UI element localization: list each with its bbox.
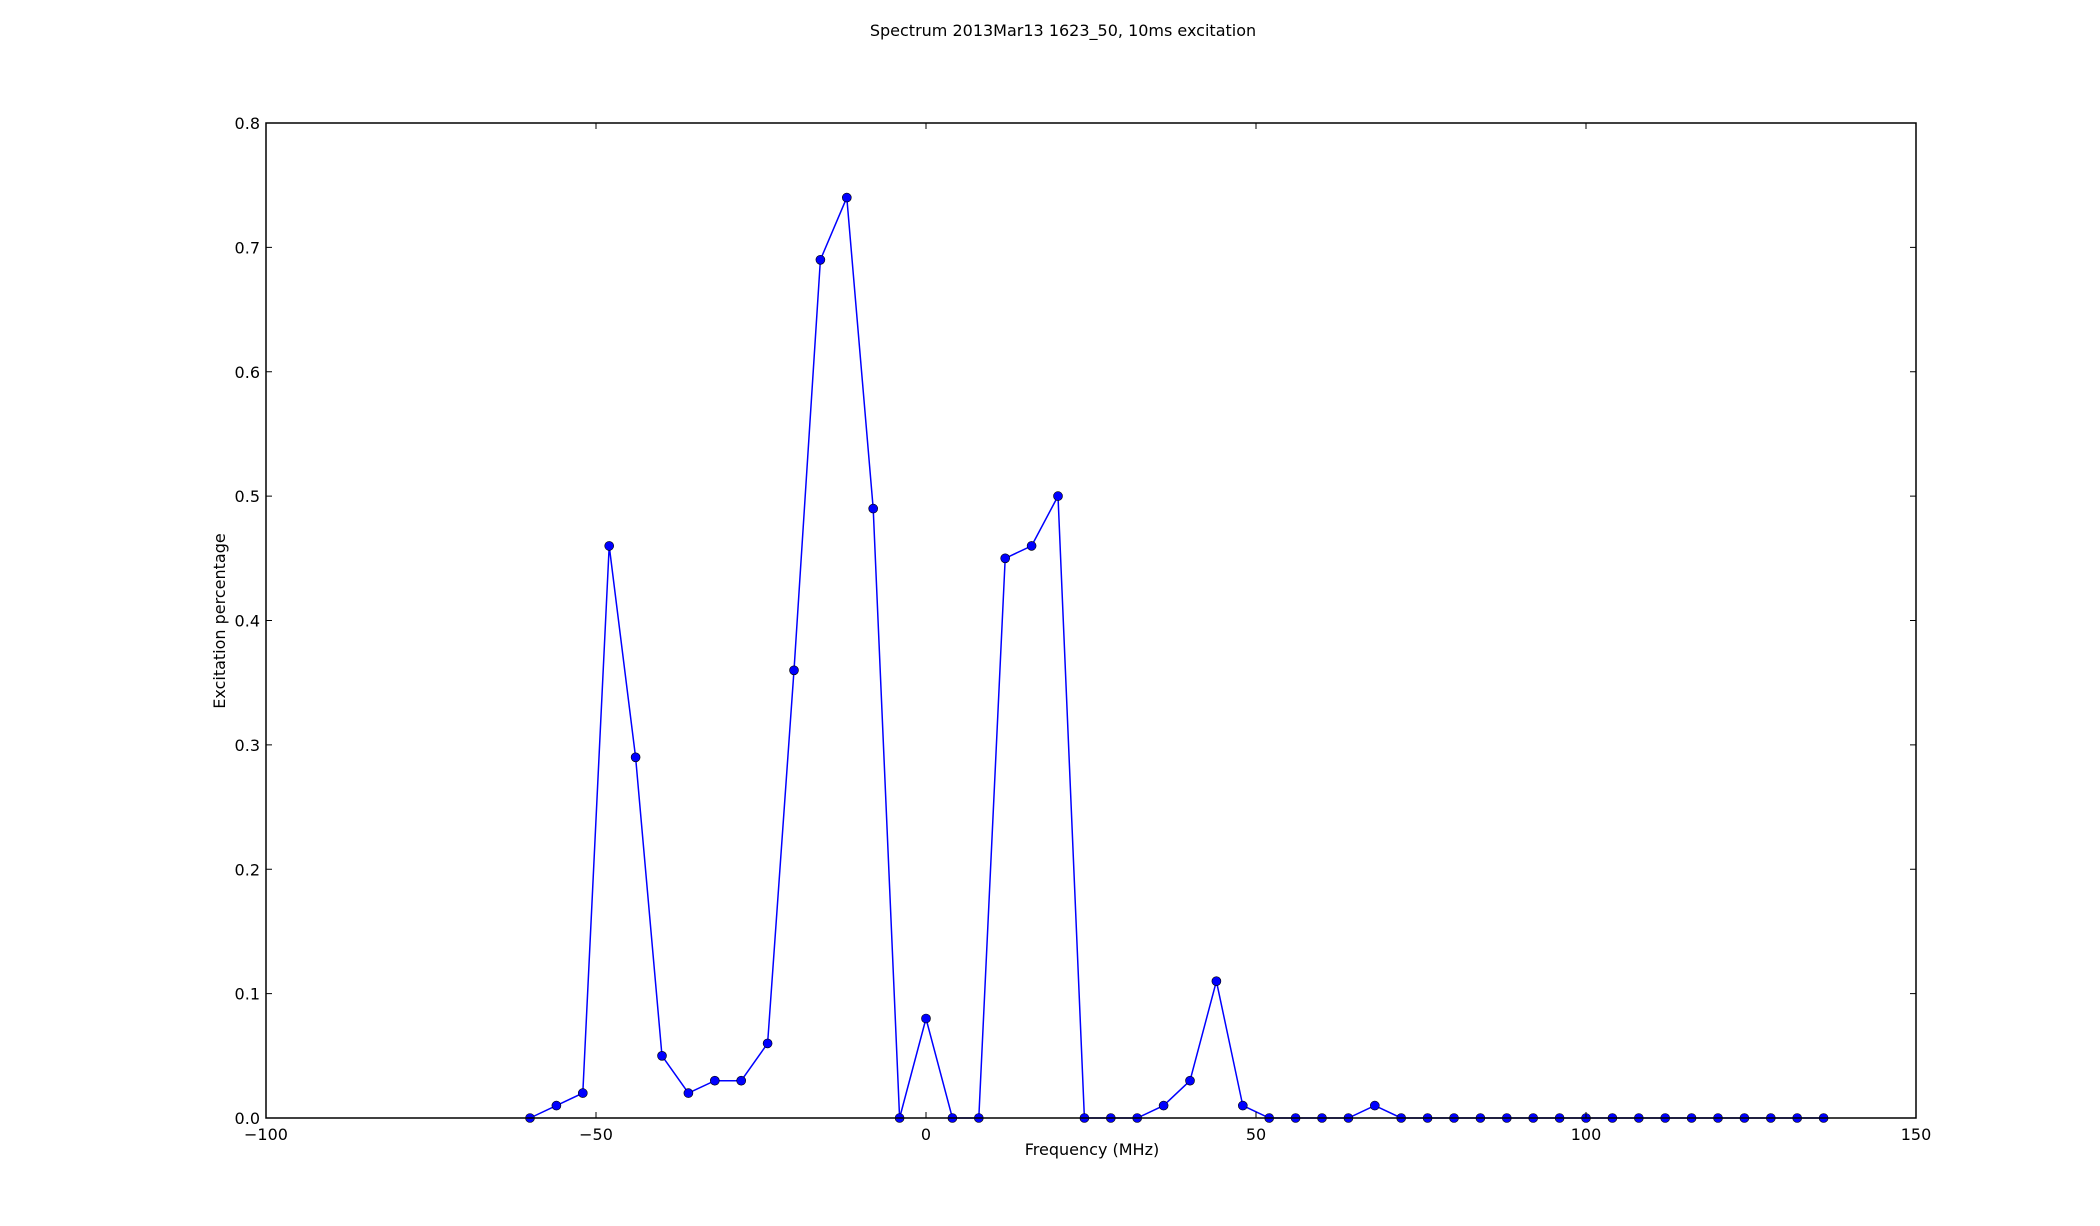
data-point: [841, 192, 852, 203]
data-point: [921, 1013, 931, 1024]
y-tick-label: 0.6: [235, 363, 260, 382]
x-tick-label: 50: [1246, 1125, 1266, 1144]
data-point: [736, 1075, 747, 1086]
y-tick-label: 0.0: [235, 1109, 260, 1128]
data-point: [1053, 491, 1063, 501]
y-tick-label: 0.8: [235, 114, 260, 133]
data-point: [868, 503, 879, 514]
data-point: [1000, 553, 1011, 564]
y-axis-label: Excitation percentage: [210, 533, 229, 708]
data-point: [551, 1100, 562, 1111]
y-tick-label: 0.3: [235, 736, 260, 755]
data-line: [529, 197, 1824, 1119]
data-point: [683, 1088, 694, 1098]
data-point: [604, 541, 615, 551]
y-tick-label: 0.5: [235, 487, 260, 506]
y-tick-label: 0.1: [235, 985, 260, 1004]
data-point: [1211, 976, 1222, 987]
plot-area: −100 −50 0 50 100 150 0.0 0.1 0.2 0.3 0.4 0.5 0.6 0.7…: [235, 114, 1932, 1144]
y-tick-label: 0.2: [235, 860, 260, 879]
data-point: [789, 665, 799, 676]
data-point: [1238, 1100, 1248, 1111]
y-tick-label: 0.7: [235, 238, 260, 257]
data-point: [577, 1088, 588, 1098]
chart-title: Spectrum 2013Mar13 1623_50, 10ms excitat…: [870, 21, 1256, 41]
data-point: [762, 1038, 773, 1049]
x-tick-label: 0: [921, 1125, 931, 1144]
data-point: [1185, 1075, 1195, 1086]
data-point: [815, 254, 826, 265]
data-point: [1158, 1100, 1169, 1111]
data-point: [709, 1075, 720, 1086]
x-axis-label: Frequency (MHz): [1025, 1140, 1159, 1159]
y-tick-label: 0.4: [235, 612, 260, 631]
data-point: [657, 1051, 667, 1061]
x-tick-label: −50: [579, 1125, 613, 1144]
data-point: [1026, 541, 1037, 551]
x-tick-label: −100: [244, 1125, 288, 1144]
plot-frame: [265, 122, 1917, 1119]
data-point: [630, 752, 641, 763]
x-tick-label: 100: [1571, 1125, 1602, 1144]
x-tick-label: 150: [1901, 1125, 1932, 1144]
data-point: [1370, 1100, 1380, 1111]
